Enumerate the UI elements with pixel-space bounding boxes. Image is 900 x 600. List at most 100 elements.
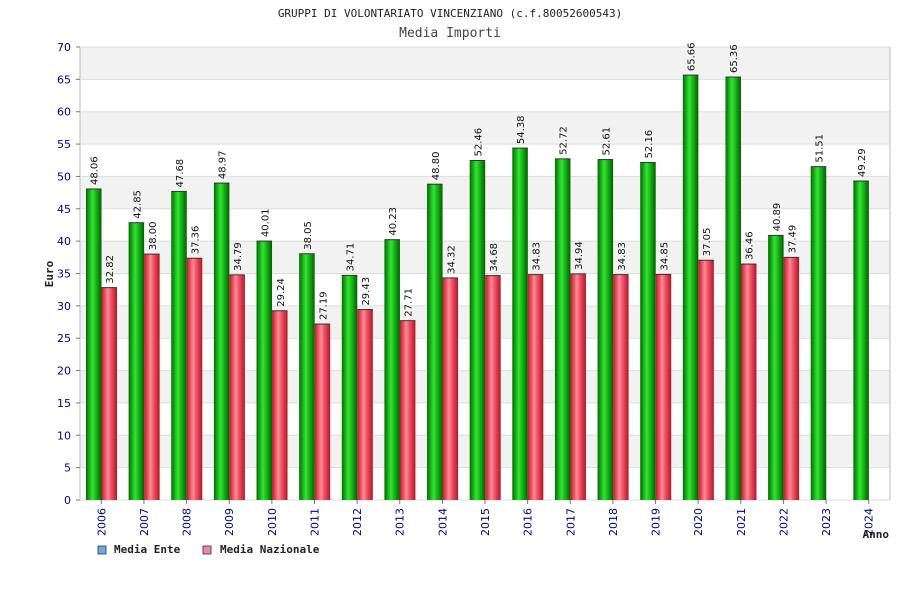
bar-labels: 48.06 32.82 42.85 38.00 47.68 37.36 48.97 34.79…: [90, 42, 868, 320]
bar-media-ente: [86, 188, 102, 500]
y-tick-label: 55: [57, 138, 71, 151]
bar-value-label: 38.00: [148, 221, 159, 250]
plot-band: [80, 79, 890, 112]
legend-swatch-media-nazionale: [202, 545, 212, 555]
y-axis-ticks: 0 5 10 15 20 25 30 35 40 45 50 55 60 65 70: [57, 41, 80, 507]
bar-value-label: 38.05: [303, 221, 314, 250]
bar-media-ente: [640, 162, 656, 500]
bar-value-label: 32.82: [105, 255, 116, 284]
bar-media-nazionale: [101, 287, 117, 500]
bar-value-label: 34.32: [446, 245, 457, 274]
bar-value-label: 34.85: [659, 242, 670, 271]
y-tick-label: 10: [57, 429, 71, 442]
bar-media-nazionale: [144, 254, 160, 500]
x-tick-label: 2020: [692, 508, 705, 536]
bar-media-ente: [512, 148, 528, 500]
x-axis-ticks: 2006 2007 2008 2009 2010 2011 2012 2013 2014 2015…: [95, 500, 876, 536]
bar-value-label: 52.61: [601, 127, 612, 156]
bar-value-label: 37.36: [191, 226, 202, 255]
y-tick-label: 45: [57, 203, 71, 216]
bar-media-nazionale: [740, 264, 757, 500]
chart-title: GRUPPI DI VOLONTARIATO VINCENZIANO (c.f.…: [278, 7, 622, 20]
bar-value-label: 48.80: [431, 152, 442, 181]
bar-media-nazionale: [357, 309, 373, 500]
bar-value-label: 34.71: [346, 243, 357, 272]
bar-media-nazionale: [442, 277, 459, 500]
y-tick-label: 70: [57, 41, 71, 54]
y-tick-label: 25: [57, 332, 71, 345]
bar-media-nazionale: [570, 273, 586, 500]
y-tick-label: 5: [64, 462, 71, 475]
bar-media-nazionale: [783, 257, 800, 500]
bar-value-label: 54.38: [516, 115, 527, 144]
legend-label-media-ente: Media Ente: [114, 543, 181, 556]
bar-media-nazionale: [527, 274, 544, 500]
x-tick-label: 2012: [351, 508, 364, 536]
bar-value-label: 34.79: [233, 242, 244, 271]
x-tick-label: 2019: [650, 508, 663, 536]
legend: Media Ente Media Nazionale: [97, 543, 320, 556]
y-tick-label: 50: [57, 170, 71, 183]
x-tick-label: 2017: [564, 508, 577, 536]
bar-media-ente: [469, 160, 486, 500]
bar-media-ente: [682, 75, 699, 500]
bar-value-label: 42.85: [132, 190, 143, 219]
bar-media-ente: [853, 181, 869, 500]
x-axis-label: Anno: [863, 528, 890, 541]
y-tick-label: 15: [57, 397, 71, 410]
bar-value-label: 34.83: [532, 242, 543, 271]
y-tick-label: 0: [64, 494, 71, 507]
bar-media-ente: [597, 159, 614, 500]
x-tick-label: 2021: [735, 508, 748, 536]
y-tick-label: 65: [57, 73, 71, 86]
bar-value-label: 52.46: [473, 128, 484, 157]
bar-media-nazionale: [272, 310, 288, 500]
x-tick-label: 2024: [863, 508, 876, 536]
x-tick-label: 2018: [607, 508, 620, 536]
bar-media-ente: [256, 241, 273, 501]
bar-value-label: 52.16: [644, 130, 655, 159]
x-tick-label: 2011: [308, 508, 321, 536]
bar-value-label: 27.71: [404, 288, 415, 317]
x-tick-label: 2013: [394, 508, 407, 536]
bar-value-label: 34.94: [574, 241, 585, 270]
bar-media-nazionale: [186, 258, 203, 500]
bar-media-ente: [725, 77, 741, 500]
bar-media-ente: [171, 191, 187, 500]
bar-value-label: 37.05: [702, 228, 713, 257]
y-tick-label: 40: [57, 235, 71, 248]
bar-media-ente: [768, 235, 784, 500]
bars: [86, 74, 869, 501]
bar-value-label: 29.43: [361, 277, 372, 306]
bar-media-nazionale: [314, 324, 331, 500]
x-tick-label: 2023: [820, 508, 833, 536]
x-tick-label: 2006: [95, 508, 108, 536]
bar-value-label: 52.72: [559, 126, 570, 155]
x-tick-label: 2015: [479, 508, 492, 536]
bar-value-label: 65.36: [729, 44, 740, 73]
bar-value-label: 51.51: [814, 134, 825, 163]
y-tick-label: 35: [57, 268, 71, 281]
x-tick-label: 2007: [138, 508, 151, 536]
bar-value-label: 47.68: [175, 159, 186, 188]
x-tick-label: 2008: [181, 508, 194, 536]
y-tick-label: 30: [57, 300, 71, 313]
y-tick-label: 20: [57, 365, 71, 378]
bar-media-ente: [213, 183, 230, 500]
bar-value-label: 49.29: [857, 148, 868, 177]
bar-media-ente: [341, 275, 358, 500]
bar-value-label: 40.89: [772, 203, 783, 232]
bar-media-ente: [384, 239, 400, 501]
bar-value-label: 48.06: [90, 156, 101, 185]
x-tick-label: 2010: [266, 508, 279, 536]
bar-media-ente: [554, 158, 571, 500]
bar-value-label: 34.68: [489, 243, 500, 272]
bar-media-nazionale: [229, 274, 245, 500]
x-tick-label: 2009: [223, 508, 236, 536]
bar-value-label: 40.01: [260, 208, 271, 237]
legend-label-media-nazionale: Media Nazionale: [220, 543, 320, 556]
plot-band: [80, 47, 890, 80]
bar-value-label: 36.46: [745, 231, 756, 260]
bar-value-label: 27.19: [318, 291, 329, 320]
